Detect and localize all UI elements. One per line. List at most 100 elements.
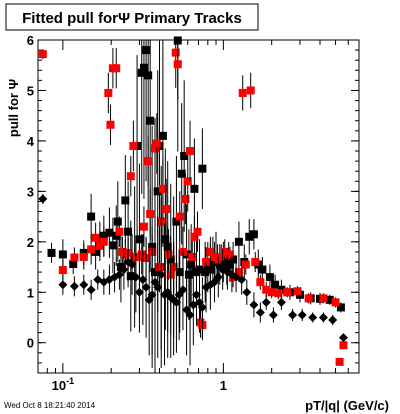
data-point-diamond [38,194,48,204]
data-point-square [144,157,153,166]
y-tick-label: 4 [27,134,35,149]
data-point-square [188,252,197,261]
data-point-square [219,258,228,266]
data-point-square [58,266,67,275]
data-point-square [144,71,153,80]
data-point-square [115,227,124,236]
data-point-square [175,268,184,277]
data-point-diamond [58,280,68,290]
data-point-diamond [131,272,141,282]
data-marks [38,36,348,373]
data-point-diamond [114,270,124,280]
data-point-diamond [338,333,348,343]
data-point-square [158,131,167,140]
data-point-square [155,263,164,272]
data-point-square [258,265,267,274]
title-box [5,3,259,31]
data-point-square [38,50,47,59]
data-point-diamond [318,313,328,322]
data-point-diamond [147,290,157,300]
data-point-square [274,289,283,298]
timestamp: Wed Oct 8 18:21:40 2014 [4,401,96,410]
y-tick-label: 1 [27,285,34,300]
data-point-square [249,230,258,239]
data-point-diamond [261,297,271,307]
data-point-square [319,294,328,303]
data-point-diamond [249,300,259,310]
data-point-diamond [138,275,148,285]
data-point-diamond [288,310,298,320]
data-point-square [129,141,138,150]
data-point-square [139,222,148,231]
y-axis: 0 1 2 3 4 5 6 [27,33,359,374]
data-point-square [104,88,113,97]
y-tick-label: 5 [27,83,34,98]
data-point-diamond [153,282,163,292]
data-point-square [336,303,345,312]
y-axis-label: pull for Ψ [6,79,21,137]
series-2 [38,193,348,366]
x-tick-label: 10-1 [52,376,74,393]
x-tick-label-base: 1 [220,378,227,393]
data-point-square [265,273,274,282]
data-point-square [256,278,265,287]
y-tick-label: 6 [27,33,34,48]
data-point-diamond [297,310,307,320]
data-point-square [195,265,204,274]
data-point-square [161,235,170,244]
data-point-square [106,120,115,129]
data-point-square [193,227,202,236]
data-point-square [246,86,255,95]
data-point-square [70,253,79,262]
data-point-square [283,288,292,297]
data-point-square [175,212,184,221]
data-point-square [113,217,122,226]
data-point-square [190,232,199,241]
data-point-square [153,187,162,196]
data-point-square [238,88,247,97]
y-tick-label: 0 [27,336,34,351]
data-point-square [105,228,114,237]
data-point-diamond [255,307,265,317]
y-tick-label: 2 [27,235,34,250]
data-point-square [91,233,100,242]
data-point-square [47,248,56,257]
data-point-square [234,268,243,277]
data-point-diamond [191,290,201,300]
data-point-diamond [134,287,144,297]
data-point-square [58,250,67,259]
data-point-square [162,205,171,214]
x-axis-label: pT/|q| (GeV/c) [305,398,389,413]
x-tick-label-exponent: -1 [66,376,74,386]
data-point-diamond [178,285,188,295]
data-point-square [186,147,195,155]
data-point-square [146,210,155,219]
data-point-diamond [141,282,151,292]
series-0 [47,36,345,373]
data-point-diamond [127,260,137,270]
data-point-square [226,260,235,269]
data-point-square [69,260,78,269]
data-point-square [208,258,217,266]
data-point-square [164,250,173,259]
data-point-square [171,48,180,57]
data-point-square [183,177,192,186]
data-point-square [99,237,108,246]
data-point-square [152,139,161,148]
data-point-diamond [242,287,252,297]
data-point-diamond [237,275,247,285]
y-tick-label: 3 [27,184,34,199]
data-point-square [198,164,207,173]
data-point-square [293,287,302,296]
data-point-square [108,241,117,250]
data-point-square [150,144,159,153]
data-point-diamond [185,310,195,320]
data-point-square [146,116,155,125]
data-point-square [95,241,104,250]
data-point-diamond [276,297,286,307]
data-point-square [224,250,233,259]
data-point-square [116,263,125,272]
data-point-square [87,212,96,221]
